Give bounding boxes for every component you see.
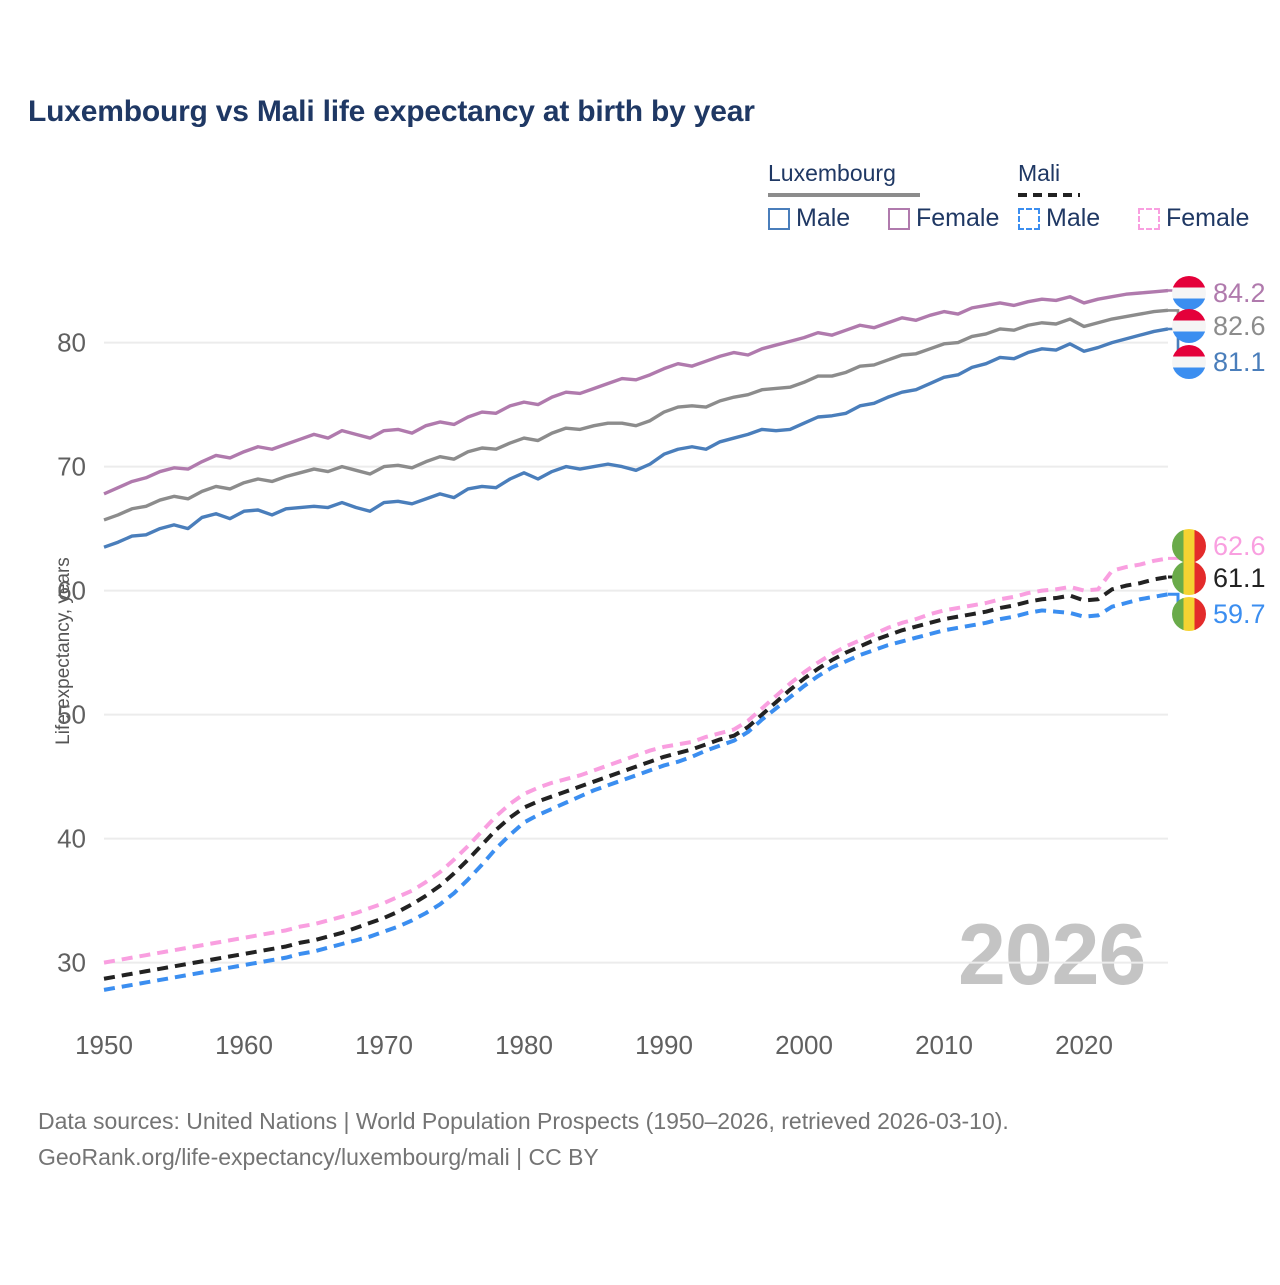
x-axis-tick-label: 2000: [775, 1030, 833, 1060]
y-axis-tick-label: 80: [57, 327, 86, 358]
end-value-label: 62.6: [1213, 530, 1266, 561]
x-axis-tick-label: 2010: [915, 1030, 973, 1060]
y-axis-tick-label: 50: [57, 699, 86, 730]
series-line: [103, 592, 1169, 992]
chart-footer: Data sources: United Nations | World Pop…: [38, 1104, 1009, 1175]
legend-swatch-icon: [768, 207, 790, 230]
mali-flag-icon: [1172, 597, 1206, 631]
series-line: [103, 556, 1169, 965]
x-axis-tick-label: 1970: [355, 1030, 413, 1060]
end-label-luxembourg-female: 84.2: [1172, 276, 1266, 310]
x-axis-tick-label: 2020: [1055, 1030, 1113, 1060]
end-value-label: 82.6: [1213, 310, 1266, 341]
luxembourg-flag-icon: [1172, 345, 1206, 379]
mali-flag-icon: [1172, 529, 1206, 563]
y-axis-tick-label: 30: [57, 947, 86, 978]
chart-legend: Luxembourg Mali Male Female Male Female: [760, 160, 1260, 242]
legend-item-label: Male: [796, 204, 851, 232]
x-axis-tick-label: 1950: [75, 1030, 133, 1060]
end-value-label: 61.1: [1213, 562, 1266, 593]
x-axis-tick-label: 1990: [635, 1030, 693, 1060]
legend-item-label: Female: [1166, 204, 1250, 232]
series-line: [103, 288, 1169, 496]
y-axis-tick-label: 60: [57, 575, 86, 606]
legend-item-mali-male[interactable]: Male: [1018, 206, 1100, 231]
year-watermark: 2026: [958, 907, 1146, 1003]
legend-group-mali-label: Mali: [1018, 160, 1061, 186]
luxembourg-flag-icon: [1172, 276, 1206, 310]
legend-item-label: Female: [916, 204, 1000, 232]
legend-swatch-icon: [1018, 207, 1040, 230]
luxembourg-flag-icon: [1172, 309, 1206, 343]
legend-item-mali-female[interactable]: Female: [1138, 206, 1249, 231]
legend-item-label: Male: [1046, 204, 1101, 232]
chart-title: Luxembourg vs Mali life expectancy at bi…: [28, 95, 755, 128]
y-axis-tick-label: 40: [57, 823, 86, 854]
legend-group-mali-rule: [1018, 193, 1080, 197]
end-label-luxembourg-total: 82.6: [1172, 309, 1266, 343]
legend-group-luxembourg-rule: [768, 193, 920, 197]
end-value-label: 81.1: [1213, 346, 1266, 377]
series-line: [103, 308, 1169, 522]
series-line: [103, 574, 1169, 981]
series-line: [103, 327, 1169, 549]
end-label-mali-total: 61.1: [1172, 561, 1266, 595]
x-axis-tick-label: 1960: [215, 1030, 273, 1060]
legend-item-luxembourg-male[interactable]: Male: [768, 206, 850, 231]
end-label-mali-male: 59.7: [1172, 597, 1266, 631]
legend-item-luxembourg-female[interactable]: Female: [888, 206, 999, 231]
y-axis-tick-label: 70: [57, 451, 86, 482]
x-axis-tick-label: 1980: [495, 1030, 553, 1060]
legend-swatch-icon: [888, 207, 910, 230]
end-value-label: 59.7: [1213, 598, 1266, 629]
footer-data-sources: Data sources: United Nations | World Pop…: [38, 1108, 1009, 1134]
legend-group-luxembourg-label: Luxembourg: [768, 160, 896, 186]
footer-attribution: GeoRank.org/life-expectancy/luxembourg/m…: [38, 1143, 599, 1170]
end-label-luxembourg-male: 81.1: [1172, 345, 1266, 379]
end-label-mali-female: 62.6: [1172, 529, 1266, 563]
legend-swatch-icon: [1138, 207, 1160, 230]
end-value-label: 84.2: [1213, 277, 1266, 308]
y-axis-title: Life expectancy, years: [53, 557, 74, 745]
mali-flag-icon: [1172, 561, 1206, 595]
